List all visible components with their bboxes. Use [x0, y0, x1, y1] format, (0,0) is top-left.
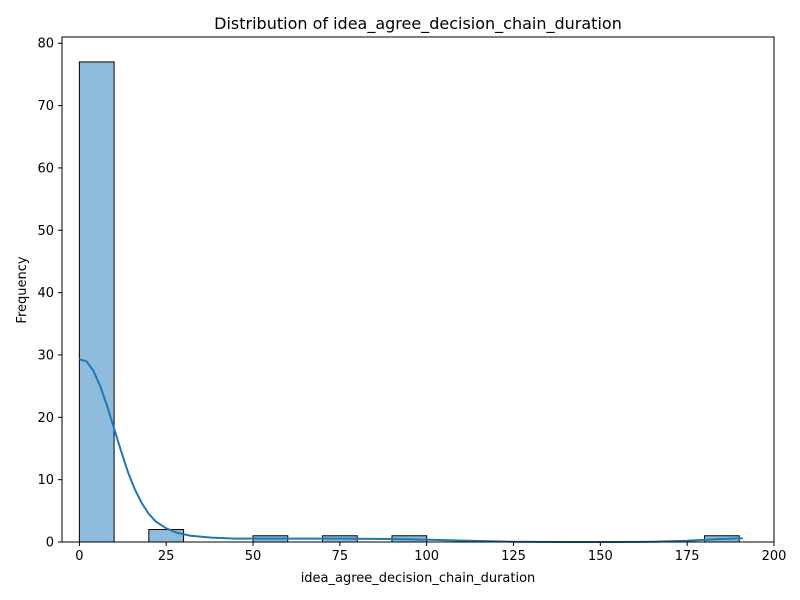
y-axis-label: Frequency [15, 256, 30, 323]
x-tick-label: 25 [158, 549, 175, 564]
x-tick-label: 175 [675, 549, 700, 564]
kde-curve [79, 358, 743, 543]
histogram-bar-1 [148, 529, 185, 543]
x-tick-label: 200 [762, 549, 787, 564]
y-tick-label: 80 [37, 37, 54, 52]
y-tick-label: 20 [37, 411, 54, 426]
histogram-bars [78, 61, 740, 543]
y-tick-label: 10 [37, 473, 54, 488]
x-tick-label: 50 [245, 549, 262, 564]
histogram-bar-0 [78, 61, 115, 543]
x-tick-label: 100 [414, 549, 439, 564]
y-axis-ticks: 0 10 20 30 40 50 60 70 80 [37, 37, 62, 551]
x-axis-ticks: 0 25 50 75 100 125 150 175 200 [75, 542, 786, 564]
x-tick-label: 0 [75, 549, 83, 564]
y-tick-label: 70 [37, 99, 54, 114]
y-tick-label: 30 [37, 348, 54, 363]
plot-area-frame [61, 36, 775, 543]
y-tick-label: 50 [37, 224, 54, 239]
x-tick-label: 125 [501, 549, 526, 564]
x-tick-label: 150 [588, 549, 613, 564]
x-axis-label: idea_agree_decision_chain_duration [301, 571, 536, 586]
y-tick-label: 0 [46, 536, 54, 551]
chart-title: Distribution of idea_agree_decision_chai… [214, 14, 622, 34]
y-tick-label: 60 [37, 161, 54, 176]
y-tick-label: 40 [37, 286, 54, 301]
x-tick-label: 75 [332, 549, 349, 564]
